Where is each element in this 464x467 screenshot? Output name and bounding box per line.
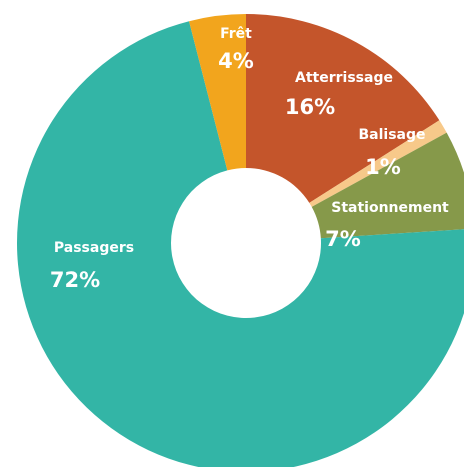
slice	[17, 21, 464, 467]
slice	[246, 14, 440, 203]
slice	[311, 132, 464, 239]
slice-name: Stationnement	[331, 200, 449, 216]
slice-name: Passagers	[54, 240, 134, 256]
slice-name: Balisage	[358, 127, 425, 143]
slice-name: Atterrissage	[295, 70, 393, 86]
slice-value: 4%	[218, 49, 254, 73]
slice-value: 1%	[365, 155, 401, 179]
slice-value: 72%	[50, 268, 100, 292]
slices	[17, 14, 464, 467]
slice-value: 16%	[285, 95, 335, 119]
slice-name: Frêt	[220, 26, 252, 42]
slice-value: 7%	[325, 227, 361, 251]
labels: Atterrissage 16% Balisage 1% Stationnement 7%…	[50, 26, 449, 292]
slice	[309, 120, 447, 207]
slice	[189, 14, 246, 171]
